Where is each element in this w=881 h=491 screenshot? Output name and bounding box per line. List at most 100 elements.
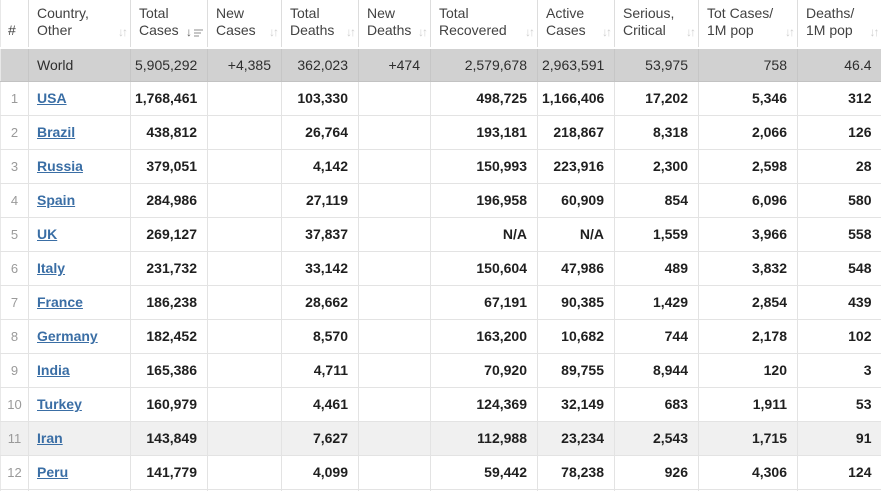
country-link[interactable]: Iran bbox=[37, 430, 63, 446]
country-link[interactable]: India bbox=[37, 362, 70, 378]
sort-both-icon[interactable]: ↓↑ bbox=[346, 25, 356, 39]
cell-deaths-per-1m: 3 bbox=[797, 353, 881, 388]
cell-serious-critical: 2,543 bbox=[614, 421, 699, 456]
col-header-new-cases[interactable]: New Cases ↓↑ bbox=[207, 0, 282, 49]
col-header-country-label-line2: Other bbox=[37, 22, 73, 38]
country-link[interactable]: Turkey bbox=[37, 396, 82, 412]
row-rank bbox=[0, 47, 29, 82]
cell-total-recovered: 196,958 bbox=[430, 183, 538, 218]
col-header-total-deaths-label-line1: Total bbox=[290, 5, 320, 21]
sort-both-icon[interactable]: ↓↑ bbox=[686, 25, 696, 39]
cell-total-cases: 165,386 bbox=[130, 353, 208, 388]
col-header-total-cases-label-line2: Cases bbox=[139, 22, 179, 38]
row-rank: 2 bbox=[0, 115, 29, 150]
cell-total-deaths: 7,627 bbox=[281, 421, 359, 456]
sort-both-icon[interactable]: ↓↑ bbox=[269, 25, 279, 39]
country-link[interactable]: Italy bbox=[37, 260, 66, 276]
cell-new-deaths bbox=[358, 285, 431, 320]
col-header-serious-critical[interactable]: Serious, Critical ↓↑ bbox=[614, 0, 699, 49]
partial-cell bbox=[358, 489, 431, 491]
country-cell: Spain bbox=[28, 183, 131, 218]
cell-new-cases bbox=[207, 149, 282, 184]
col-header-active-cases-label-line2: Cases bbox=[546, 22, 586, 38]
country-link[interactable]: France bbox=[37, 294, 83, 310]
country-cell: India bbox=[28, 353, 131, 388]
sort-both-icon[interactable]: ↓↑ bbox=[118, 25, 128, 39]
cell-total-cases: 143,849 bbox=[130, 421, 208, 456]
cell-total-deaths: 27,119 bbox=[281, 183, 359, 218]
cell-total-deaths: 28,662 bbox=[281, 285, 359, 320]
col-header-active-cases[interactable]: Active Cases ↓↑ bbox=[537, 0, 615, 49]
col-header-total-recovered-label-line1: Total bbox=[439, 5, 469, 21]
partial-cell bbox=[698, 489, 798, 491]
country-link[interactable]: Spain bbox=[37, 192, 76, 208]
cell-cases-per-1m: 6,096 bbox=[698, 183, 798, 218]
col-header-new-deaths[interactable]: New Deaths ↓↑ bbox=[358, 0, 431, 49]
cell-new-cases bbox=[207, 455, 282, 490]
partial-cell bbox=[797, 489, 881, 491]
country-link[interactable]: Peru bbox=[37, 464, 69, 480]
cell-deaths-per-1m: 126 bbox=[797, 115, 881, 150]
cell-total-recovered: 70,920 bbox=[430, 353, 538, 388]
cell-active-cases: 47,986 bbox=[537, 251, 615, 286]
cell-new-deaths bbox=[358, 353, 431, 388]
sort-both-icon[interactable]: ↓↑ bbox=[525, 25, 535, 39]
row-rank: 11 bbox=[0, 421, 29, 456]
cell-cases-per-1m: 1,715 bbox=[698, 421, 798, 456]
sort-both-icon[interactable]: ↓↑ bbox=[869, 25, 880, 39]
cell-serious-critical: 53,975 bbox=[614, 47, 699, 82]
cell-total-deaths: 4,711 bbox=[281, 353, 359, 388]
cell-serious-critical: 8,944 bbox=[614, 353, 699, 388]
cell-new-cases bbox=[207, 319, 282, 354]
country-link[interactable]: Russia bbox=[37, 158, 83, 174]
row-rank: 8 bbox=[0, 319, 29, 354]
country-cell: Brazil bbox=[28, 115, 131, 150]
country-link[interactable]: USA bbox=[37, 90, 67, 106]
sort-both-icon[interactable]: ↓↑ bbox=[785, 25, 795, 39]
cell-deaths-per-1m: 46.4 bbox=[797, 47, 881, 82]
country-link[interactable]: Brazil bbox=[37, 124, 76, 140]
col-header-total-recovered[interactable]: Total Recovered ↓↑ bbox=[430, 0, 538, 49]
col-header-active-cases-label-line1: Active bbox=[546, 5, 585, 21]
col-header-total-deaths-label-line2: Deaths bbox=[290, 22, 335, 38]
col-header-new-cases-label-line1: New bbox=[216, 5, 245, 21]
cell-new-cases bbox=[207, 387, 282, 422]
col-header-total-deaths[interactable]: Total Deaths ↓↑ bbox=[281, 0, 359, 49]
cell-deaths-per-1m: 28 bbox=[797, 149, 881, 184]
partial-cell bbox=[207, 489, 282, 491]
cell-total-recovered: N/A bbox=[430, 217, 538, 252]
cell-total-recovered: 163,200 bbox=[430, 319, 538, 354]
row-rank: 10 bbox=[0, 387, 29, 422]
sort-desc-active-icon[interactable]: ↓ bbox=[186, 26, 203, 38]
cell-cases-per-1m: 3,966 bbox=[698, 217, 798, 252]
col-header-deaths-per-1m[interactable]: Deaths/ 1M pop ↓↑ bbox=[797, 0, 881, 49]
cell-deaths-per-1m: 102 bbox=[797, 319, 881, 354]
country-link[interactable]: Germany bbox=[37, 328, 98, 344]
col-header-cases-per-1m[interactable]: Tot Cases/ 1M pop ↓↑ bbox=[698, 0, 798, 49]
country-row: 3 Russia 379,051 4,142 150,993 223,916 2,300 2,… bbox=[0, 149, 881, 184]
cell-total-deaths: 103,330 bbox=[281, 81, 359, 116]
col-header-serious-critical-label-line2: Critical bbox=[623, 22, 666, 38]
sort-both-icon[interactable]: ↓↑ bbox=[602, 25, 612, 39]
cell-serious-critical: 683 bbox=[614, 387, 699, 422]
cell-cases-per-1m: 2,178 bbox=[698, 319, 798, 354]
cell-new-deaths bbox=[358, 421, 431, 456]
col-header-total-cases[interactable]: Total Cases ↓ bbox=[130, 0, 208, 49]
col-header-country[interactable]: Country, Other ↓↑ bbox=[28, 0, 131, 49]
cell-total-recovered: 59,442 bbox=[430, 455, 538, 490]
cell-total-cases: 269,127 bbox=[130, 217, 208, 252]
row-rank: 5 bbox=[0, 217, 29, 252]
cell-total-deaths: 26,764 bbox=[281, 115, 359, 150]
partial-cell bbox=[281, 489, 359, 491]
cell-total-recovered: 2,579,678 bbox=[430, 47, 538, 82]
world-summary-row: World 5,905,292 +4,385 362,023 +474 2,57… bbox=[0, 47, 881, 82]
country-cell: Russia bbox=[28, 149, 131, 184]
cell-new-cases bbox=[207, 81, 282, 116]
cell-total-cases: 284,986 bbox=[130, 183, 208, 218]
partial-cell bbox=[430, 489, 538, 491]
row-rank: 6 bbox=[0, 251, 29, 286]
sort-both-icon[interactable]: ↓↑ bbox=[418, 25, 428, 39]
country-link[interactable]: UK bbox=[37, 226, 58, 242]
cell-cases-per-1m: 5,346 bbox=[698, 81, 798, 116]
cell-serious-critical: 2,300 bbox=[614, 149, 699, 184]
